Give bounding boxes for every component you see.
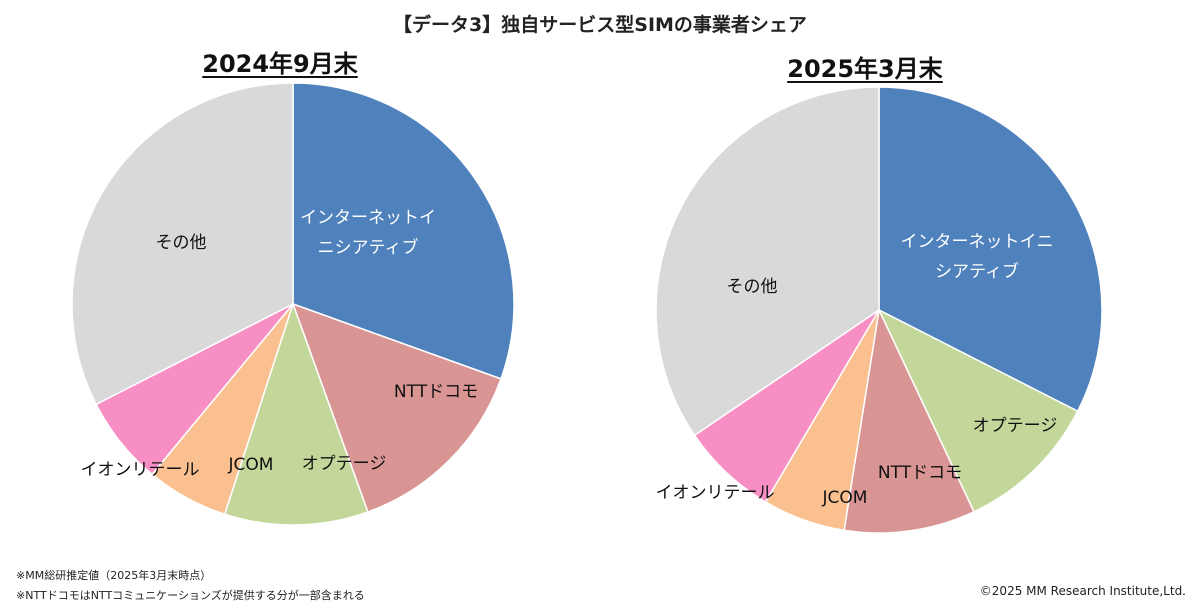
copyright: ©2025 MM Research Institute,Ltd. bbox=[979, 584, 1186, 598]
chart-title-2024-09: 2024年9月末 bbox=[202, 50, 358, 78]
slice-label-other: その他 bbox=[156, 233, 207, 253]
pie-slice-ntt-docomo bbox=[291, 302, 502, 513]
slice-label-iij: インターネットイニシアティブ bbox=[300, 208, 436, 258]
pie-slice-optage bbox=[223, 301, 369, 526]
chart-title-2025-03: 2025年3月末 bbox=[787, 55, 943, 83]
footnote-source: ※MM総研推定値（2025年3月末時点） bbox=[16, 569, 212, 582]
pie-slice-other bbox=[71, 82, 294, 406]
slice-label-ntt-docomo: NTTドコモ bbox=[394, 382, 478, 402]
footnote-docomo: ※NTTドコモはNTTコミュニケーションズが提供する分が一部含まれる bbox=[16, 589, 365, 602]
pie-slice-iij bbox=[292, 82, 515, 380]
main-title: 【データ3】独自サービス型SIMの事業者シェア bbox=[393, 14, 807, 36]
slice-label-optage: オプテージ bbox=[302, 454, 387, 474]
slice-label-aeon-retail: イオンリテール bbox=[81, 460, 200, 480]
slice-label-jcom: JCOM bbox=[228, 455, 274, 475]
